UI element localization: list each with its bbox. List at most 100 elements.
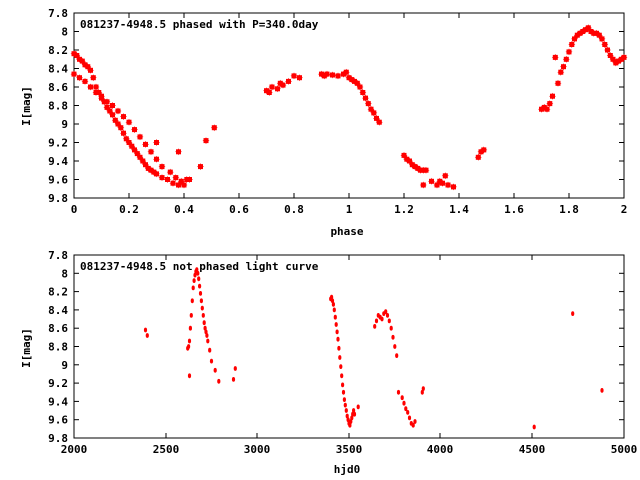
phased-chart-xlabel: phase	[330, 225, 363, 238]
data-point-star	[562, 55, 570, 63]
data-point-star	[579, 28, 587, 35]
data-point-star	[103, 103, 111, 111]
data-point-star	[153, 155, 160, 163]
data-point-star	[543, 105, 551, 113]
data-point	[339, 364, 343, 369]
data-point-star	[89, 74, 97, 82]
data-point-star	[403, 155, 411, 163]
data-point-star	[144, 164, 152, 172]
data-point	[200, 305, 204, 311]
data-point-star	[164, 176, 171, 183]
data-point	[350, 415, 354, 421]
unphased-chart-title: 081237-4948.5 not phased light curve	[80, 260, 319, 273]
data-point	[420, 389, 424, 395]
data-point-star	[172, 174, 180, 182]
phased-chart-panel: 081237-4948.5 phased with P=340.0day pha…	[20, 7, 628, 238]
data-point-star	[584, 24, 592, 32]
data-point-star	[422, 166, 430, 174]
phased-xtick-label: 1.2	[394, 203, 414, 216]
data-point-star	[582, 26, 589, 34]
data-point	[330, 294, 334, 300]
data-point-star	[125, 118, 133, 126]
data-point	[413, 419, 417, 424]
unphased-chart-xlabel: hjd0	[334, 463, 361, 476]
data-point	[343, 402, 347, 408]
data-point-star	[197, 163, 204, 171]
data-point	[190, 298, 194, 304]
data-point-star	[202, 137, 210, 145]
data-point	[346, 417, 350, 423]
data-point	[384, 309, 388, 315]
unphased-ytick-label: 9	[61, 359, 68, 372]
data-point-star	[480, 146, 488, 154]
data-point-star	[109, 111, 116, 119]
data-point	[333, 314, 337, 320]
data-point	[600, 388, 604, 393]
phased-xtick-label: 0.2	[119, 203, 139, 216]
unphased-ytick-label: 8	[61, 267, 68, 280]
data-point	[189, 313, 193, 318]
data-point-star	[290, 72, 298, 80]
data-point-star	[571, 35, 578, 43]
data-point-star	[348, 76, 356, 84]
phased-ytick-label: 8.2	[48, 44, 68, 57]
data-point	[188, 325, 192, 331]
data-point-star	[114, 107, 122, 115]
data-point-star	[296, 74, 303, 82]
data-point	[335, 329, 339, 335]
phased-ytick-label: 8.8	[48, 100, 68, 113]
data-point-star	[285, 77, 292, 85]
data-point-star	[263, 87, 270, 95]
unphased-ytick-label: 9.2	[48, 377, 68, 390]
data-point-star	[364, 100, 372, 108]
data-point-star	[136, 153, 144, 161]
data-point	[348, 422, 352, 428]
phased-ytick-label: 8.6	[48, 81, 68, 94]
data-point-star	[87, 83, 94, 91]
phased-xtick-label: 0.8	[284, 203, 304, 216]
data-point	[380, 316, 384, 322]
data-point-star	[549, 92, 556, 100]
data-point-star	[345, 74, 353, 82]
data-point-star	[120, 129, 127, 137]
unphased-plot-frame	[73, 254, 625, 439]
data-point-star	[367, 105, 375, 113]
phased-ytick-label: 9	[61, 118, 68, 131]
data-point-star	[158, 163, 166, 171]
data-point-star	[441, 172, 449, 180]
data-point-star	[142, 140, 149, 148]
data-point-star	[353, 79, 361, 87]
unphased-xtick-label: 4500	[519, 443, 546, 456]
data-point-star	[601, 41, 609, 48]
unphased-xtick-label: 5000	[611, 443, 638, 456]
phased-xtick-label: 0.4	[174, 203, 194, 216]
data-point-star	[538, 105, 545, 113]
data-point-star	[419, 181, 427, 189]
data-point	[373, 324, 377, 329]
data-point-star	[180, 181, 188, 189]
unphased-xtick-label: 4000	[427, 443, 454, 456]
data-point-star	[177, 177, 185, 185]
data-point-star	[359, 89, 367, 96]
phased-ytick-label: 9.2	[48, 137, 68, 150]
unphased-xtick-label: 3000	[244, 443, 271, 456]
data-point-star	[169, 179, 177, 187]
data-point-star	[408, 161, 416, 169]
data-point-star	[551, 53, 559, 61]
data-point	[192, 278, 196, 283]
data-point-star	[477, 148, 485, 156]
unphased-ytick-label: 8.6	[48, 322, 68, 335]
data-point-star	[136, 133, 144, 141]
data-point	[199, 298, 203, 304]
data-point	[187, 344, 191, 349]
data-point-star	[147, 148, 155, 156]
data-point	[349, 419, 353, 424]
data-point-star	[375, 118, 383, 126]
data-point	[195, 267, 199, 272]
data-point	[352, 411, 357, 417]
data-point-star	[362, 94, 369, 102]
data-point-star	[139, 157, 147, 165]
phased-xtick-label: 0	[71, 203, 78, 216]
data-point-star	[400, 151, 408, 159]
phased-ytick-label: 9.8	[48, 192, 68, 205]
